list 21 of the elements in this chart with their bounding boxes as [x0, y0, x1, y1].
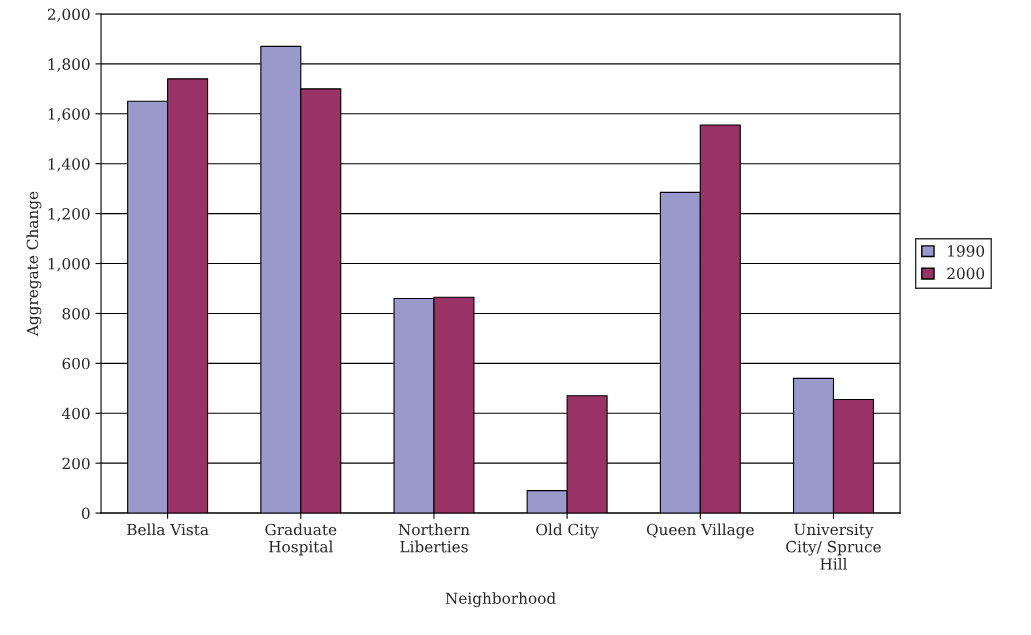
y-tick-label: 200 — [62, 457, 90, 470]
x-tick-label: University City/ Spruce Hill — [786, 523, 881, 570]
legend-label: 2000 — [947, 267, 985, 280]
y-tick-label: 800 — [62, 307, 90, 320]
x-tick-label: Bella Vista — [127, 523, 209, 536]
y-tick-label: 400 — [61, 407, 90, 420]
y-tick-label: 1,800 — [48, 58, 90, 72]
y-tick-label: 2,000 — [47, 8, 90, 22]
legend-label: 1990 — [948, 245, 985, 257]
x-tick-label: Queen Village — [646, 523, 754, 539]
x-tick-label: Graduate Hospital — [265, 523, 337, 556]
x-tick-label: Old City — [536, 523, 599, 539]
y-tick-label: 1,400 — [48, 158, 90, 172]
y-tick-label: 0 — [81, 507, 90, 520]
y-tick-label: 600 — [62, 357, 90, 370]
x-tick-label: Northern Liberties — [398, 523, 470, 553]
y-tick-label: 1,000 — [48, 257, 90, 272]
x-axis-title: Neighborhood — [445, 592, 556, 608]
y-tick-label: 1,600 — [48, 108, 90, 122]
y-axis-title: Aggregate Change — [26, 191, 42, 337]
y-tick-label: 1,200 — [48, 208, 90, 222]
